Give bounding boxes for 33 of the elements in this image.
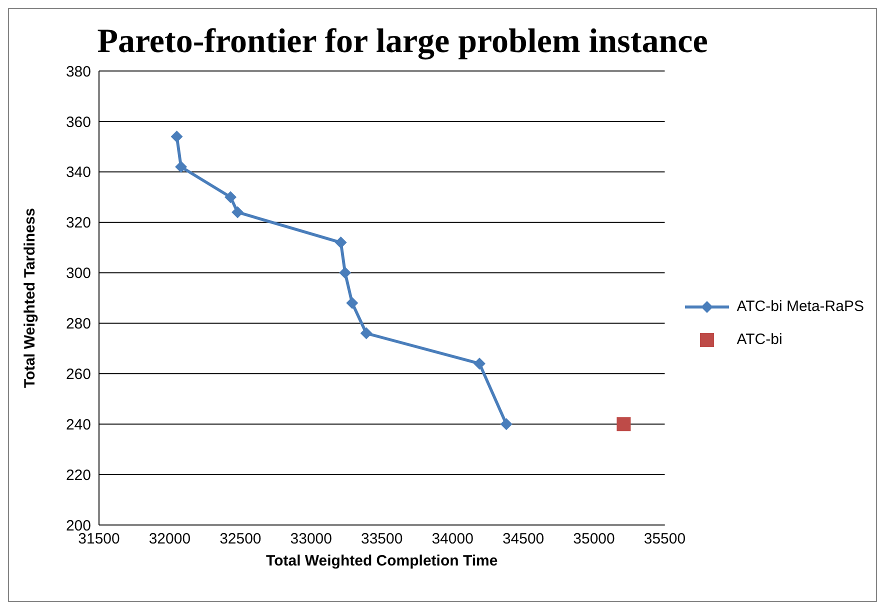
x-tick-label: 34500 — [502, 530, 544, 548]
y-tick-label: 360 — [66, 114, 91, 131]
x-tick-label: 32000 — [148, 530, 191, 548]
y-tick-label: 300 — [66, 265, 91, 282]
x-tick-label: 34000 — [432, 530, 474, 548]
point — [346, 297, 358, 310]
point — [500, 418, 512, 430]
y-tick-label: 380 — [66, 63, 91, 80]
y-tick-label: 240 — [66, 416, 91, 434]
point — [360, 327, 372, 340]
x-axis-title: Total Weighted Completion Time — [266, 552, 498, 570]
y-tick-label: 220 — [66, 466, 91, 484]
legend-label: ATC-bi — [736, 331, 782, 348]
y-tick-label: 340 — [66, 164, 91, 182]
point — [175, 160, 188, 173]
point — [170, 130, 183, 143]
y-tick-label: 320 — [66, 214, 91, 232]
chart-title: Pareto-frontier for large problem instance — [96, 23, 709, 61]
point — [232, 206, 244, 218]
legend-label: ATC-bi Meta-RaPS — [736, 298, 864, 315]
y-axis-title: Total Weighted Tardiness — [21, 208, 38, 388]
x-tick-label: 35500 — [644, 530, 686, 548]
point — [224, 191, 237, 204]
x-tick-label: 33000 — [290, 530, 332, 548]
x-tick-label: 32500 — [220, 530, 262, 548]
x-tick-label: 35000 — [573, 530, 615, 548]
x-tick-label: 33500 — [361, 530, 403, 548]
y-tick-label: 260 — [66, 366, 91, 383]
point — [616, 417, 631, 432]
point — [334, 236, 347, 249]
point — [473, 358, 486, 370]
y-tick-label: 280 — [66, 316, 91, 333]
point — [339, 266, 352, 279]
